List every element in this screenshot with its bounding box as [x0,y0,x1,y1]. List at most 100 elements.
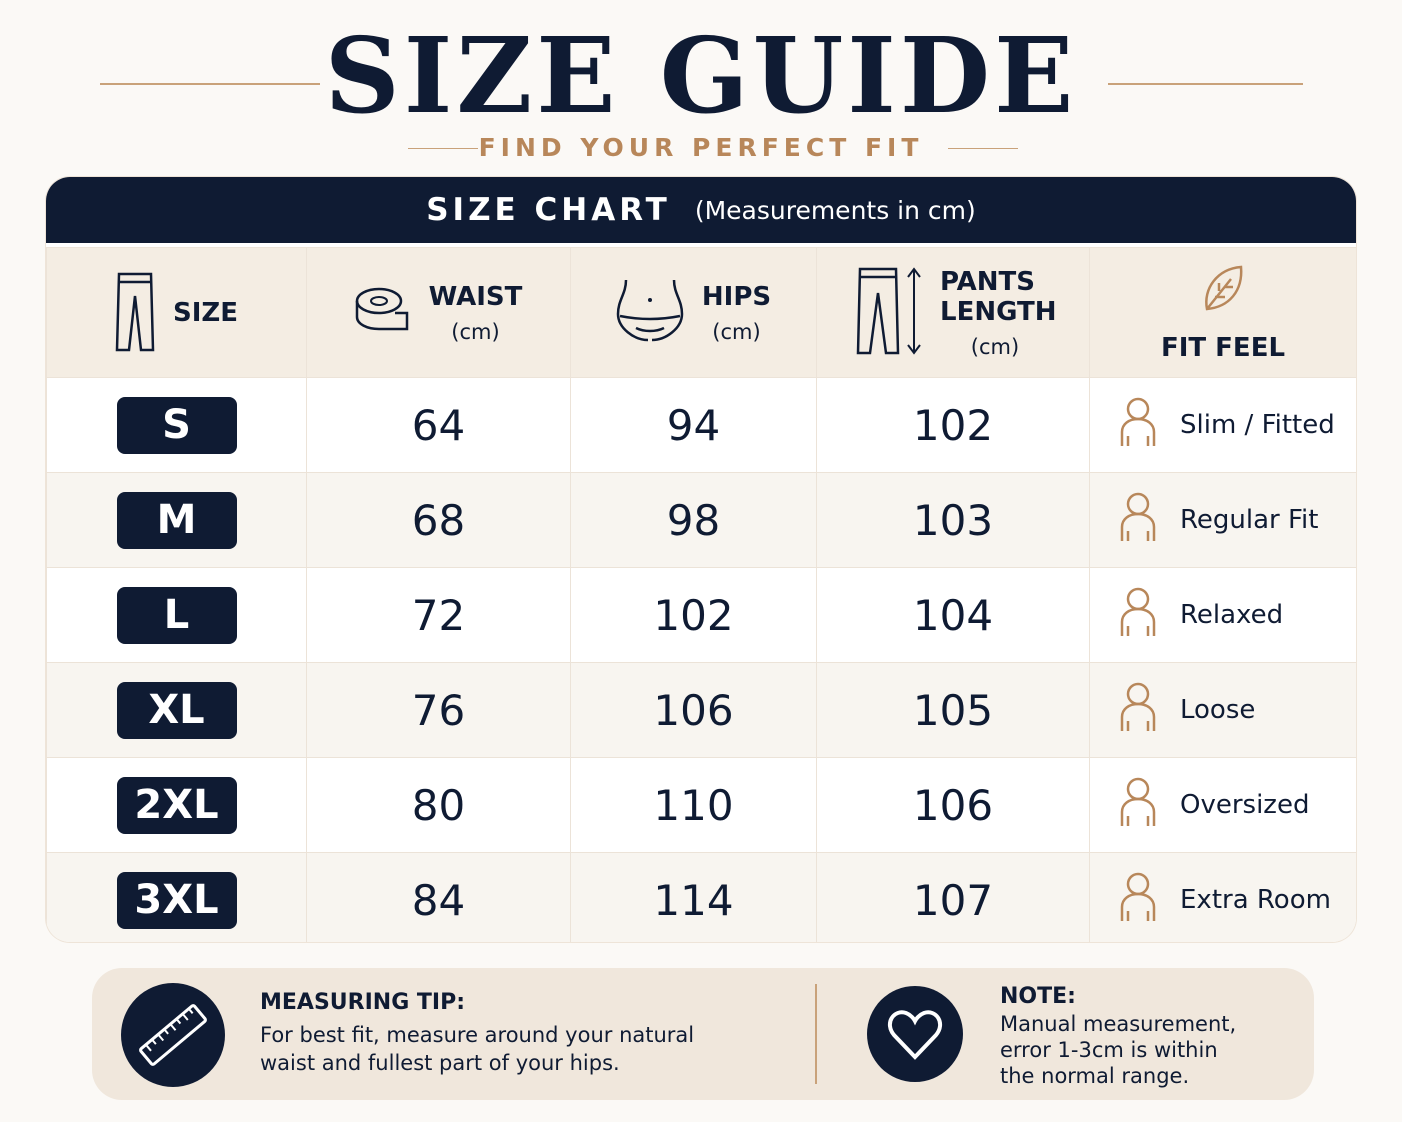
person-icon [1118,776,1158,835]
icon [856,266,921,355]
icon [616,279,684,341]
icon [1120,682,1156,731]
size-badge: S [116,396,237,454]
header-row: SIZE WAIST (cm) HIPS (cm) PANTS LENGTH (cm) FIT… [46,247,1356,378]
tip-text: For best fit, measure around your natura… [260,1023,695,1075]
fit-feel: Relaxed [1090,586,1356,645]
column-icon [115,270,155,356]
cell: 106 [816,757,1090,853]
note: NOTE: Manual measurement, error 1-3cm is… [1000,984,1240,1089]
table-header-bar: SIZE CHART (Measurements in cm) [46,177,1356,243]
row: 3XL 84 114 107 Extra Room [46,852,1356,942]
measurement: 110 [653,780,734,830]
cell: 103 [816,472,1090,568]
icon [1120,492,1156,541]
column-text: PANTS LENGTH (cm) [940,266,1057,359]
column-icon [1201,263,1245,319]
fit-feel: Regular Fit [1090,491,1356,550]
fit-text: Loose [1180,695,1256,725]
rule [100,83,320,85]
measurement: 102 [912,400,994,450]
person-icon [1118,681,1158,740]
measurement: 94 [666,400,721,450]
column-unit: (cm) [712,319,761,344]
row: L 72 102 104 Relaxed [46,567,1356,663]
person-icon [1118,491,1158,550]
cell: 84 [306,852,571,942]
fit-text: Regular Fit [1180,505,1319,535]
cell: 106 [570,662,817,758]
column-text: HIPS (cm) [702,282,771,344]
table-title: SIZE CHART [426,192,671,228]
fit-text: Relaxed [1180,600,1284,630]
column-header-content: FIT FEEL [1090,263,1356,363]
measurement: 84 [411,875,466,925]
row: S 64 94 102 Slim / Fitted [46,377,1356,473]
cell: 114 [570,852,817,942]
column-label: SIZE [172,297,238,328]
cell: 72 [306,567,571,663]
column-header-content: SIZE [47,270,306,356]
cell: XL [46,662,307,758]
cell: 110 [570,757,817,853]
rule [1108,83,1303,85]
measurement: 106 [912,780,994,830]
icon [115,272,155,351]
column-unit: (cm) [451,319,500,344]
cell: Regular Fit [1089,472,1356,568]
icon [355,287,408,330]
table: SIZE WAIST (cm) HIPS (cm) PANTS LENGTH (cm) FIT… [46,247,1356,942]
divider [815,984,817,1084]
cell: 102 [570,567,817,663]
measurement: 64 [411,400,466,450]
cell: S [46,377,307,473]
column-header: WAIST (cm) [306,247,571,378]
size-badge: XL [116,681,237,739]
cell: 76 [306,662,571,758]
column-label: FIT FEEL [1160,332,1286,363]
size-badge: 2XL [116,776,237,834]
column-label: WAIST [428,281,523,312]
column-label: PANTS LENGTH [940,266,1057,327]
tip-title: MEASURING TIP: [260,990,466,1015]
cell: 104 [816,567,1090,663]
fit-feel: Oversized [1090,776,1356,835]
rule [408,148,478,149]
cell: 102 [816,377,1090,473]
cell: Extra Room [1089,852,1356,942]
title: SIZE GUIDE [324,14,1078,137]
fit-text: Extra Room [1180,885,1331,915]
cell: 105 [816,662,1090,758]
measurement: 80 [411,780,466,830]
column-header: SIZE [46,247,307,378]
cell: 98 [570,472,817,568]
cell: Loose [1089,662,1356,758]
subtitle: FIND YOUR PERFECT FIT [478,133,924,162]
icon [1120,397,1156,446]
measurement: 105 [912,685,994,735]
fit-feel: Slim / Fitted [1090,396,1356,455]
row: M 68 98 103 Regular Fit [46,472,1356,568]
ruler-icon [121,983,225,1087]
column-header-content: WAIST (cm) [307,282,570,344]
column-icon [856,265,922,361]
column-header: FIT FEEL [1089,247,1356,378]
column-header: PANTS LENGTH (cm) [816,247,1090,378]
size-badge: L [116,586,237,644]
person-icon [1118,871,1158,930]
column-icon [616,278,684,348]
size-badge: M [116,491,237,549]
measurement: 114 [653,875,734,925]
person-icon [1118,586,1158,645]
column-header: HIPS (cm) [570,247,817,378]
measurement: 98 [666,495,721,545]
fit-text: Oversized [1180,790,1310,820]
cell: 80 [306,757,571,853]
measurement: 103 [912,495,994,545]
fit-text: Slim / Fitted [1180,410,1335,440]
table-note: (Measurements in cm) [694,195,976,225]
row: XL 76 106 105 Loose [46,662,1356,758]
column-text: FIT FEEL [1161,333,1285,363]
size-table: SIZE CHART (Measurements in cm) SIZE WAIS… [46,177,1356,942]
